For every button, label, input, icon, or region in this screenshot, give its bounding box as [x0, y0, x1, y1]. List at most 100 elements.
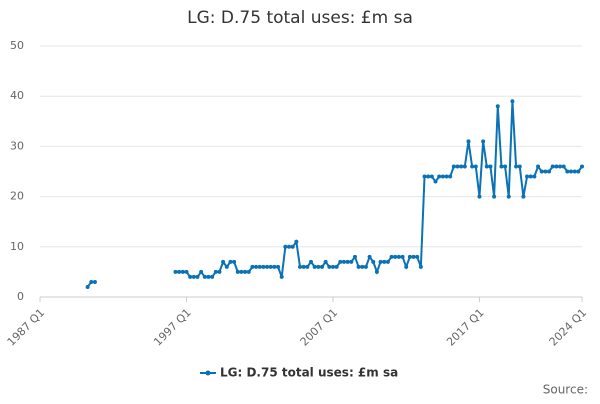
point [261, 264, 266, 269]
point [221, 259, 226, 264]
y-tick-label: 20 [10, 190, 24, 203]
point [294, 239, 299, 244]
point [305, 264, 310, 269]
point [536, 164, 541, 169]
point [188, 274, 193, 279]
point [455, 164, 460, 169]
point [580, 164, 584, 169]
point [371, 259, 376, 264]
point [283, 244, 288, 249]
point [265, 264, 270, 269]
point [378, 259, 383, 264]
point [477, 194, 482, 199]
point [257, 264, 262, 269]
point [345, 259, 350, 264]
point [323, 259, 328, 264]
point [565, 169, 570, 174]
point [495, 104, 500, 109]
point [448, 174, 453, 179]
point [426, 174, 431, 179]
point [228, 259, 233, 264]
point [287, 244, 292, 249]
point [184, 269, 189, 274]
point [554, 164, 559, 169]
point [290, 244, 295, 249]
point [433, 179, 438, 184]
point [338, 259, 343, 264]
point [385, 259, 390, 264]
point [276, 264, 281, 269]
x-tick-label: 1997 Q1 [151, 306, 194, 349]
point [89, 279, 94, 284]
point [411, 254, 416, 259]
point [422, 174, 427, 179]
legend-label: LG: D.75 total uses: £m sa [220, 366, 398, 380]
point [363, 264, 368, 269]
point [330, 264, 335, 269]
point [393, 254, 398, 259]
point [525, 174, 530, 179]
point [532, 174, 537, 179]
chart-title: LG: D.75 total uses: £m sa [187, 8, 413, 28]
point [268, 264, 273, 269]
x-tick-label: 2024 Q1 [547, 306, 590, 349]
point [440, 174, 445, 179]
point [517, 164, 522, 169]
point [309, 259, 313, 264]
point [272, 264, 277, 269]
x-tick-label: 1987 Q1 [5, 306, 48, 349]
point [488, 164, 493, 169]
point [316, 264, 321, 269]
point [521, 194, 526, 199]
point [473, 164, 478, 169]
point [334, 264, 339, 269]
y-tick-label: 50 [10, 39, 24, 52]
point [349, 259, 354, 264]
point [254, 264, 259, 269]
point [503, 164, 508, 169]
point [356, 264, 361, 269]
point [279, 274, 284, 279]
y-tick-label: 30 [10, 139, 24, 152]
point [407, 254, 412, 259]
point [558, 164, 563, 169]
point [374, 269, 379, 274]
point [301, 264, 306, 269]
point [210, 274, 215, 279]
point [418, 264, 423, 269]
point [341, 259, 346, 264]
point [382, 259, 387, 264]
point [415, 254, 420, 259]
point [569, 169, 574, 174]
point [235, 269, 240, 274]
point [206, 274, 211, 279]
point [543, 169, 548, 174]
point [404, 264, 409, 269]
point [528, 174, 533, 179]
legend-marker [205, 370, 211, 376]
line [86, 101, 583, 288]
point [312, 264, 317, 269]
point [492, 194, 497, 199]
point [246, 269, 251, 274]
point [451, 164, 456, 169]
point [217, 269, 222, 274]
point [177, 269, 182, 274]
source: Source: [543, 383, 588, 397]
point [459, 164, 464, 169]
point [85, 284, 90, 289]
point [437, 174, 442, 179]
point [232, 259, 237, 264]
point [239, 269, 244, 274]
point [213, 269, 218, 274]
point [506, 194, 511, 199]
point [173, 269, 178, 274]
point [243, 269, 248, 274]
point [180, 269, 185, 274]
y-tick-label: 10 [10, 240, 24, 253]
point [199, 269, 204, 274]
point [360, 264, 365, 269]
point [550, 164, 555, 169]
y-tick-label: 40 [10, 89, 24, 102]
point [389, 254, 394, 259]
